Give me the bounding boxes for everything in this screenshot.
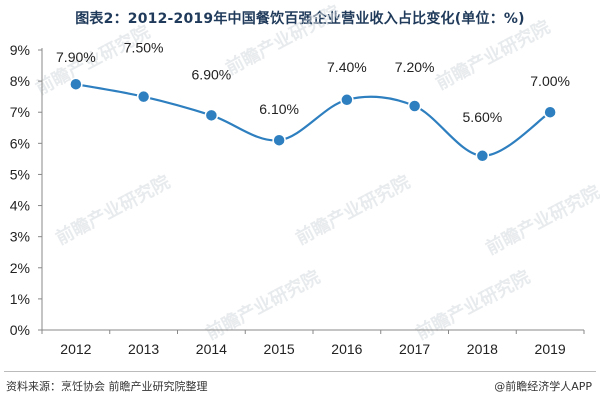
x-tick-label: 2018 <box>467 341 498 357</box>
brand-credit: @前瞻经济学人APP <box>494 380 592 393</box>
y-tick-label: 8% <box>10 73 30 89</box>
y-tick-label: 6% <box>10 135 30 151</box>
y-tick-label: 4% <box>10 198 30 214</box>
y-tick-label: 3% <box>10 229 30 245</box>
data-label: 7.40% <box>327 59 367 75</box>
x-tick-label: 2012 <box>60 341 91 357</box>
watermark-text: 前瞻产业研究院 <box>202 266 324 345</box>
data-point <box>272 133 286 147</box>
x-tick-labels: 2012 2013 2014 2015 2016 2017 2018 2019 <box>41 330 585 357</box>
data-point <box>204 108 219 123</box>
footer-divider <box>4 371 596 372</box>
y-tick-label: 7% <box>10 104 30 120</box>
y-tick-labels: 0% 1% 2% 3% 4% 5% 6% 7% 8% 9% <box>10 42 42 338</box>
watermark-text: 前瞻产业研究院 <box>412 266 534 345</box>
y-tick-label: 9% <box>10 42 30 58</box>
data-point <box>69 77 83 91</box>
watermark-text: 前瞻产业研究院 <box>222 1 344 80</box>
watermark-text: 前瞻产业研究院 <box>52 171 174 250</box>
data-point <box>407 99 422 113</box>
watermark-text: 前瞻产业研究院 <box>482 181 600 260</box>
x-tick-label: 2013 <box>128 341 159 357</box>
y-tick-label: 1% <box>10 291 30 307</box>
data-point <box>543 105 557 119</box>
x-tick-label: 2019 <box>535 341 566 357</box>
data-labels: 7.90% 7.50% 6.90% 6.10% 7.40% 7.20% 5.60% 7.00% <box>56 40 570 125</box>
data-label: 7.20% <box>395 59 435 75</box>
x-tick-label: 2017 <box>399 341 430 357</box>
chart-title: 图表2：2012-2019年中国餐饮百强企业营业收入占比变化(单位：%) <box>75 11 525 27</box>
x-tick-label: 2016 <box>331 341 362 357</box>
data-label: 7.90% <box>56 49 96 65</box>
data-point <box>136 89 151 104</box>
y-tick-label: 2% <box>10 260 30 276</box>
data-label: 6.10% <box>259 101 299 117</box>
x-tick-label: 2015 <box>264 341 295 357</box>
data-markers <box>69 77 557 163</box>
y-tick-label: 5% <box>10 166 30 182</box>
x-tick-label: 2014 <box>196 341 227 357</box>
watermark-text: 前瞻产业研究院 <box>292 171 414 250</box>
data-label: 7.50% <box>124 40 164 56</box>
y-tick-label: 0% <box>10 322 30 338</box>
data-label: 5.60% <box>463 109 503 125</box>
data-label: 6.90% <box>192 66 232 82</box>
data-point <box>340 93 354 107</box>
data-label: 7.00% <box>530 73 570 89</box>
source-note: 资料来源：烹饪协会 前瞻产业研究院整理 <box>6 380 208 393</box>
data-point <box>475 149 490 163</box>
